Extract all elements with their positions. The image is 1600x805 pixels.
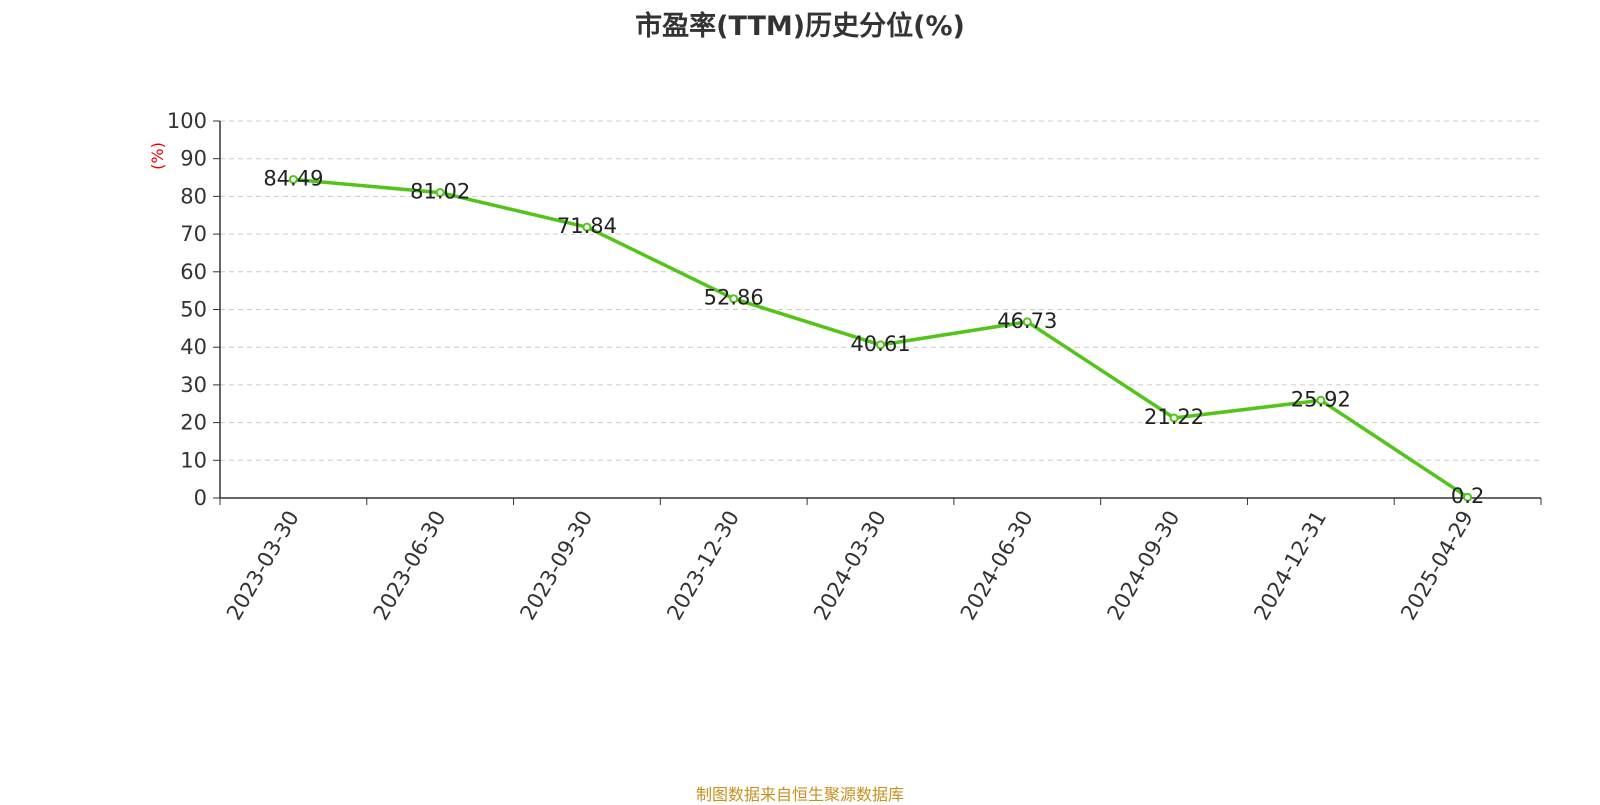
y-tick-label: 0 [194,486,207,510]
chart-title: 市盈率(TTM)历史分位(%) [635,11,965,42]
data-label: 84.49 [263,166,323,190]
y-axis-label: (%) [148,142,167,170]
data-point [876,340,885,350]
y-tick-label: 70 [180,222,207,246]
x-tick-label: 2023-09-30 [515,507,597,625]
x-tick-label: 2024-09-30 [1103,507,1185,625]
y-tick-label: 60 [180,260,207,284]
data-points [288,174,1473,502]
y-tick-label: 10 [180,448,207,472]
x-tick-label: 2024-03-30 [809,507,891,625]
y-tick-label: 100 [167,109,207,133]
y-tick-label: 90 [180,147,207,171]
data-label: 25.92 [1291,387,1351,411]
data-label: 0.2 [1451,484,1484,508]
data-labels: 84.49 81.02 71.84 52.86 40.61 46.73 21.22 25.92… [263,166,1484,508]
y-tick-label: 50 [180,298,207,322]
data-label: 71.84 [557,214,617,238]
data-label: 52.86 [704,286,764,310]
data-point [1169,413,1179,423]
y-tick-label: 30 [180,373,207,397]
x-tick-label: 2023-12-30 [662,507,744,625]
data-point [729,294,739,304]
data-label: 21.22 [1144,405,1204,429]
x-tick-label: 2023-06-30 [369,507,451,625]
data-point [288,174,298,184]
x-tick-label: 2024-06-30 [956,507,1038,625]
source-note: 制图数据来自恒生聚源数据库 [695,785,904,804]
y-tick-label: 80 [180,184,207,208]
x-tick-label: 2025-04-29 [1396,507,1478,625]
x-tick-label: 2023-03-30 [222,507,304,625]
data-label: 81.02 [410,180,470,204]
data-point [1022,317,1032,327]
y-tick-label: 20 [180,411,207,435]
x-tick-label: 2024-12-31 [1249,507,1331,625]
data-point [1463,492,1473,502]
data-label: 46.73 [997,309,1057,333]
y-tick-label: 40 [180,335,207,359]
data-point [435,188,445,198]
data-point [582,222,592,232]
data-label: 40.61 [850,332,910,356]
data-point [1316,395,1326,405]
